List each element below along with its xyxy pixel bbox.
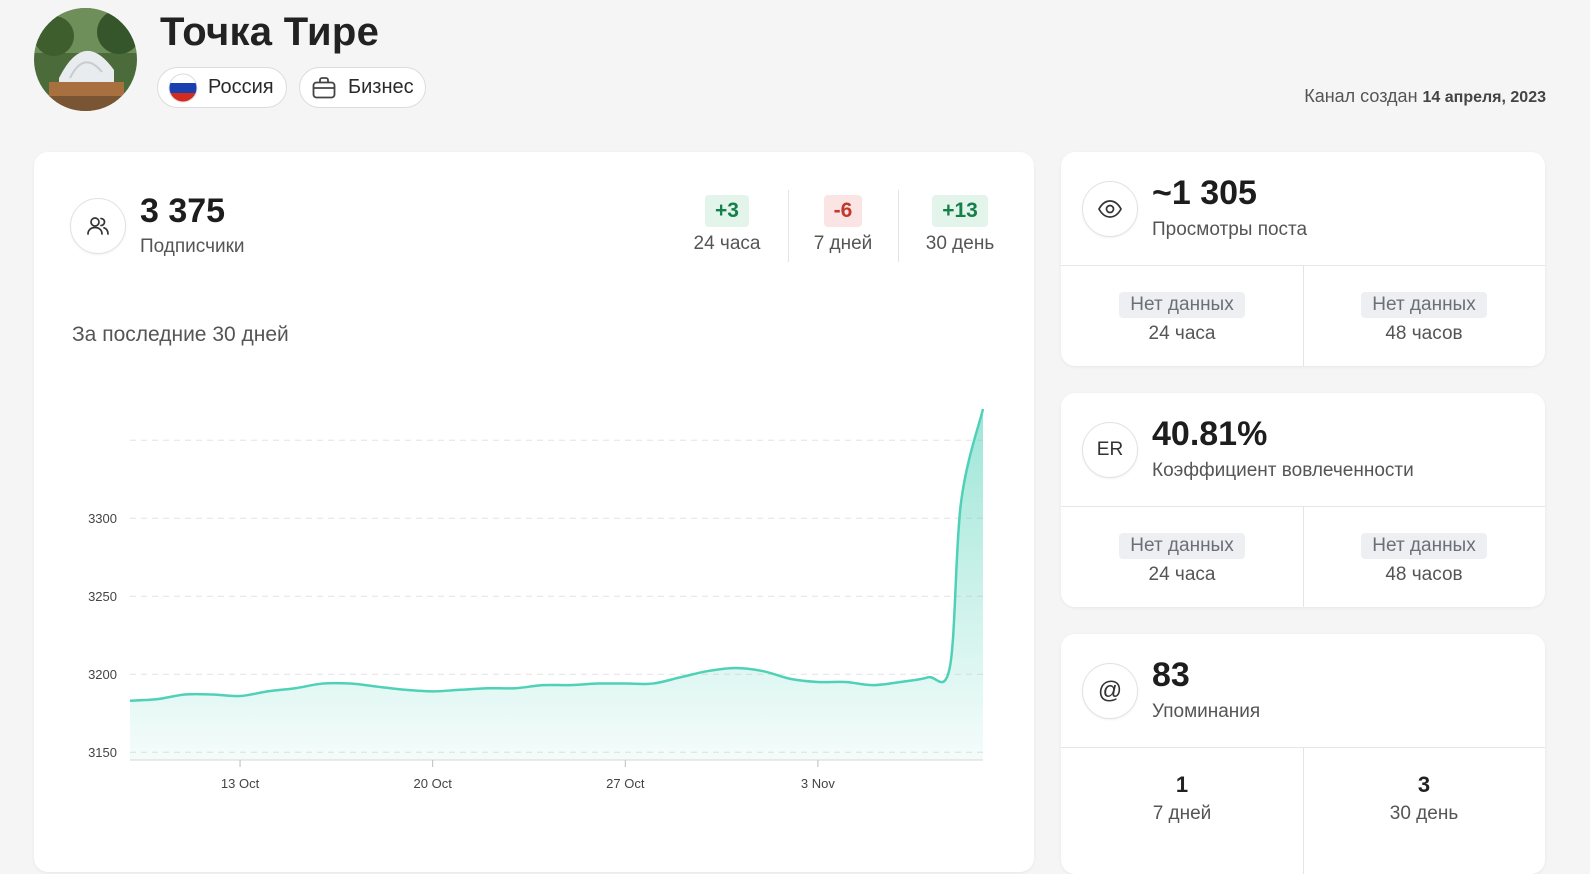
card-divider	[1303, 506, 1304, 607]
views-card: ~1 305 Просмотры поста Нет данных 24 час…	[1061, 152, 1545, 366]
at-icon: @	[1082, 663, 1138, 719]
created-label: Канал создан	[1304, 86, 1418, 106]
er-label: Коэффициент вовлеченности	[1152, 460, 1414, 481]
subscribers-count: 3 375	[140, 192, 226, 230]
channel-avatar[interactable]	[34, 8, 137, 111]
y-tick-label: 3150	[88, 745, 117, 760]
cell-period: 7 дней	[1152, 803, 1212, 824]
category-tag[interactable]: Бизнес	[299, 67, 426, 108]
er-24h: Нет данных 24 часа	[1061, 533, 1303, 586]
delta-divider	[898, 190, 899, 262]
chart-area	[130, 409, 983, 760]
eye-icon	[1082, 181, 1138, 237]
cell-value: 3	[1417, 772, 1431, 797]
x-tick-label: 27 Oct	[606, 776, 645, 791]
views-48h: Нет данных 48 часов	[1303, 292, 1545, 345]
cell-period: 24 часа	[1148, 564, 1216, 585]
delta-badge: +13	[932, 195, 988, 227]
category-label: Бизнес	[348, 76, 414, 98]
users-icon	[70, 198, 126, 254]
mentions-value: 83	[1152, 656, 1190, 694]
delta-30d: +13 30 день	[920, 195, 1000, 255]
mentions-label: Упоминания	[1152, 701, 1261, 722]
y-tick-label: 3250	[88, 589, 117, 604]
delta-24h: +3 24 часа	[690, 195, 764, 255]
delta-period: 30 день	[925, 233, 995, 254]
created-date: 14 апреля, 2023	[1422, 89, 1546, 106]
views-label: Просмотры поста	[1152, 219, 1308, 240]
chart-line	[129, 408, 985, 702]
er-card: ER 40.81% Коэффициент вовлеченности Нет …	[1061, 393, 1545, 607]
country-label: Россия	[208, 76, 274, 98]
y-tick-label: 3200	[88, 667, 117, 682]
no-data-badge: Нет данных	[1361, 533, 1487, 559]
views-value: ~1 305	[1152, 174, 1257, 212]
channel-created: Канал создан 14 апреля, 2023	[1304, 86, 1546, 107]
y-tick-label: 3300	[88, 511, 117, 526]
mentions-card: @ 83 Упоминания 1 7 дней 3 30 день	[1061, 634, 1545, 874]
cell-period: 24 часа	[1148, 323, 1216, 344]
er-icon: ER	[1082, 422, 1138, 478]
mentions-7d: 1 7 дней	[1061, 772, 1303, 825]
x-tick-label: 20 Oct	[414, 776, 453, 791]
no-data-badge: Нет данных	[1119, 292, 1245, 318]
subscribers-label: Подписчики	[140, 236, 245, 257]
cell-period: 48 часов	[1385, 564, 1463, 585]
er-48h: Нет данных 48 часов	[1303, 533, 1545, 586]
delta-badge: +3	[705, 195, 749, 227]
delta-divider	[788, 190, 789, 262]
delta-7d: -6 7 дней	[806, 195, 880, 255]
delta-period: 24 часа	[693, 233, 761, 254]
delta-period: 7 дней	[813, 233, 873, 254]
chart-title: За последние 30 дней	[72, 323, 289, 346]
cell-value: 1	[1175, 772, 1189, 797]
no-data-badge: Нет данных	[1361, 292, 1487, 318]
channel-title: Точка Тире	[160, 10, 380, 54]
russia-flag-icon	[168, 73, 198, 103]
card-divider	[1303, 747, 1304, 874]
er-value: 40.81%	[1152, 415, 1268, 453]
cell-period: 30 день	[1389, 803, 1459, 824]
card-divider	[1303, 265, 1304, 366]
x-tick-label: 3 Nov	[801, 776, 835, 791]
no-data-badge: Нет данных	[1119, 533, 1245, 559]
x-tick-label: 13 Oct	[221, 776, 260, 791]
delta-badge: -6	[823, 195, 863, 227]
mentions-30d: 3 30 день	[1303, 772, 1545, 825]
briefcase-icon	[310, 74, 338, 102]
cell-period: 48 часов	[1385, 323, 1463, 344]
views-24h: Нет данных 24 часа	[1061, 292, 1303, 345]
country-tag[interactable]: Россия	[157, 67, 287, 108]
subscribers-chart: 3150 3200 3250 3300 13 Oct 20 Oct 27 Oct 3 Nov	[88, 408, 985, 791]
